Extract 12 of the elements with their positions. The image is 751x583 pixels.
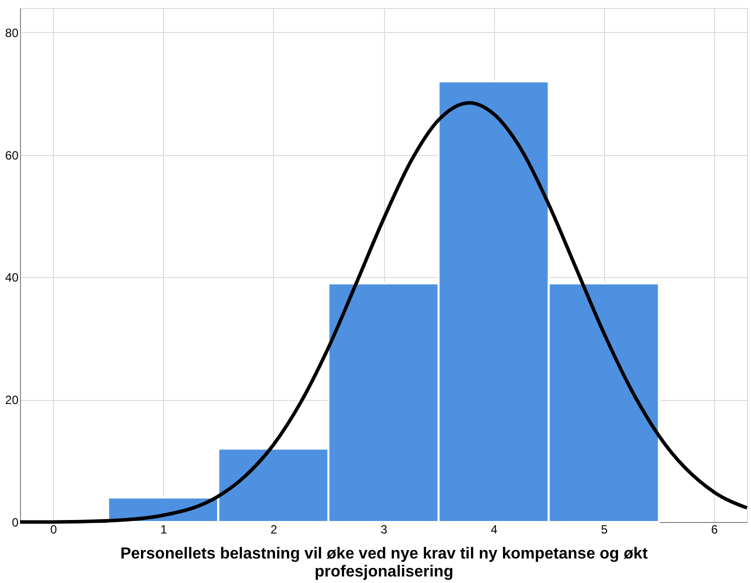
x-axis-title: Personellets belastning vil øke ved nye krav til ny kompetanse og økt profesjonalisering xyxy=(120,546,648,580)
x-tick-label: 5 xyxy=(600,522,608,536)
y-tick-label: 40 xyxy=(5,270,19,285)
x-tick-label: 2 xyxy=(270,522,278,536)
x-tick-label: 0 xyxy=(50,522,58,536)
y-tick-label: 20 xyxy=(5,393,19,408)
y-tick-label: 60 xyxy=(5,148,19,162)
x-tick-label: 1 xyxy=(160,522,168,536)
x-tick-label: 3 xyxy=(380,522,388,536)
x-tick-label: 6 xyxy=(711,522,718,536)
x-tick-label: 4 xyxy=(490,522,498,536)
y-tick-label: 80 xyxy=(5,26,19,40)
